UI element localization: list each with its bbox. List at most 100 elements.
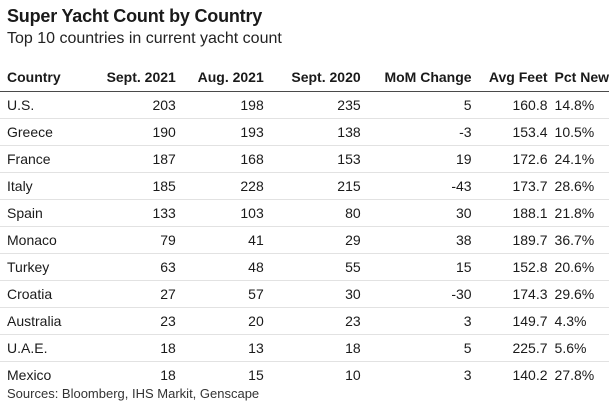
value-cell: 5 — [360, 334, 472, 362]
table-row: U.S. 203 198 235 5 160.8 14.8% — [0, 92, 609, 119]
value-cell: 140.2 — [471, 361, 548, 388]
table-row: Monaco 79 41 29 38 189.7 36.7% — [0, 226, 609, 254]
value-cell: 190 — [84, 118, 176, 146]
value-cell: 79 — [84, 226, 176, 254]
value-cell: 30 — [263, 280, 361, 308]
value-cell: 235 — [337, 97, 361, 113]
value-cell: 153.4 — [471, 118, 548, 146]
value-cell: 188.1 — [471, 199, 548, 227]
value-cell: 15 — [175, 361, 264, 388]
country-cell: Turkey — [0, 253, 85, 281]
value-cell: 172.6 — [471, 145, 548, 173]
table-row: U.A.E. 18 13 18 5 225.7 5.6% — [0, 334, 609, 362]
value-cell: 55 — [263, 253, 361, 281]
value-cell: 138 — [263, 118, 361, 146]
value-cell: 36.7% — [547, 226, 609, 254]
value-cell: 20 — [175, 307, 264, 335]
value-cell: 27 — [84, 280, 176, 308]
country-cell: U.A.E. — [0, 334, 85, 362]
table-row: France 187 168 153 19 172.6 24.1% — [0, 145, 609, 173]
value-cell: -43 — [360, 172, 472, 200]
value-cell: 15 — [360, 253, 472, 281]
column-header: Country — [7, 69, 61, 85]
header-row: Country Sept. 2021 Aug. 2021 Sept. 2020 MoM … — [0, 63, 609, 92]
value-cell: 23 — [84, 307, 176, 335]
value-cell: 228 — [175, 172, 264, 200]
country-cell: Australia — [0, 307, 85, 335]
column-header: Aug. 2021 — [197, 69, 264, 85]
value-cell: 215 — [263, 172, 361, 200]
value-cell: 29 — [263, 226, 361, 254]
value-cell: 10.5% — [547, 118, 609, 146]
value-cell: 203 — [152, 97, 176, 113]
value-cell: 5 — [463, 97, 472, 113]
value-cell: 27.8% — [547, 361, 609, 388]
value-cell: 187 — [84, 145, 176, 173]
value-cell: 4.3% — [547, 307, 609, 335]
value-cell: 18 — [84, 334, 176, 362]
value-cell: 14.8% — [554, 97, 595, 113]
value-cell: 133 — [84, 199, 176, 227]
country-cell: Greece — [0, 118, 85, 146]
value-cell: 24.1% — [547, 145, 609, 173]
value-cell: 30 — [360, 199, 472, 227]
table-row: Italy 185 228 215 -43 173.7 28.6% — [0, 172, 609, 200]
value-cell: 23 — [263, 307, 361, 335]
value-cell: 225.7 — [471, 334, 548, 362]
country-cell: Croatia — [0, 280, 85, 308]
country-cell: Monaco — [0, 226, 85, 254]
value-cell: 29.6% — [547, 280, 609, 308]
chart-title: Super Yacht Count by Country — [7, 6, 263, 26]
table-row: Mexico 18 15 10 3 140.2 27.8% — [0, 361, 609, 388]
value-cell: 5.6% — [547, 334, 609, 362]
value-cell: 38 — [360, 226, 472, 254]
table-row: Spain 133 103 80 30 188.1 21.8% — [0, 199, 609, 227]
value-cell: 13 — [175, 334, 264, 362]
table-row: Australia 23 20 23 3 149.7 4.3% — [0, 307, 609, 335]
value-cell: -30 — [360, 280, 472, 308]
value-cell: 41 — [175, 226, 264, 254]
column-header: Pct New — [554, 69, 609, 85]
table-row: Croatia 27 57 30 -30 174.3 29.6% — [0, 280, 609, 308]
country-cell: Mexico — [0, 361, 85, 388]
value-cell: 3 — [360, 361, 472, 388]
value-cell: 198 — [240, 97, 264, 113]
value-cell: 174.3 — [471, 280, 548, 308]
column-header: Sept. 2021 — [106, 69, 176, 85]
value-cell: 63 — [84, 253, 176, 281]
column-header: Avg Feet — [488, 69, 548, 85]
country-cell: Spain — [0, 199, 85, 227]
value-cell: 20.6% — [547, 253, 609, 281]
table-row: Turkey 63 48 55 15 152.8 20.6% — [0, 253, 609, 281]
value-cell: 21.8% — [547, 199, 609, 227]
value-cell: 28.6% — [547, 172, 609, 200]
value-cell: 3 — [360, 307, 472, 335]
column-header: MoM Change — [384, 69, 472, 85]
value-cell: 103 — [175, 199, 264, 227]
country-cell: France — [0, 145, 85, 173]
value-cell: 173.7 — [471, 172, 548, 200]
value-cell: 57 — [175, 280, 264, 308]
column-header: Sept. 2020 — [291, 69, 361, 85]
table-row: Greece 190 193 138 -3 153.4 10.5% — [0, 118, 609, 146]
value-cell: 10 — [263, 361, 361, 388]
value-cell: 152.8 — [471, 253, 548, 281]
value-cell: 153 — [263, 145, 361, 173]
value-cell: 19 — [360, 145, 472, 173]
source-note: Sources: Bloomberg, IHS Markit, Genscape — [7, 386, 260, 401]
value-cell: 18 — [84, 361, 176, 388]
country-cell: U.S. — [7, 97, 35, 113]
value-cell: 160.8 — [512, 97, 548, 113]
value-cell: 193 — [175, 118, 264, 146]
value-cell: 48 — [175, 253, 264, 281]
data-table: Country Sept. 2021 Aug. 2021 Sept. 2020 MoM … — [0, 63, 609, 388]
value-cell: 149.7 — [471, 307, 548, 335]
country-cell: Italy — [0, 172, 85, 200]
value-cell: 80 — [263, 199, 361, 227]
value-cell: 18 — [263, 334, 361, 362]
table-body: U.S. 203 198 235 5 160.8 14.8% Greece 190 193 138-… — [0, 92, 609, 388]
chart-subtitle: Top 10 countries in current yacht count — [7, 30, 282, 47]
value-cell: 168 — [175, 145, 264, 173]
value-cell: 189.7 — [471, 226, 548, 254]
